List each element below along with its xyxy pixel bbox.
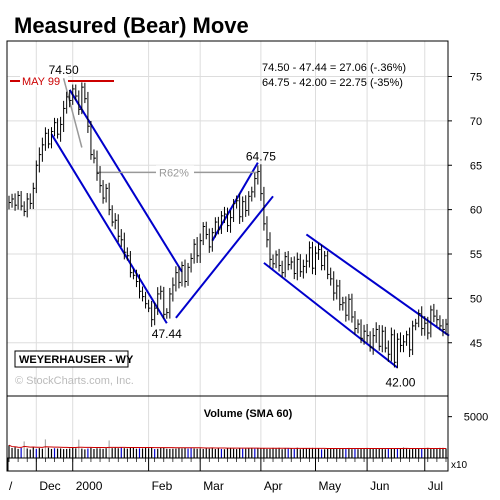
price-tick-label: 45 <box>470 338 482 350</box>
price-annotation: 47.44 <box>152 327 182 341</box>
watermark: © StockCharts.com, Inc. <box>15 375 134 387</box>
reference-levels: MAY 99 R62% <box>10 73 258 180</box>
time-axis: / Dec 2000 Feb Mar Apr May Jun Jul <box>7 458 447 493</box>
channel-line <box>211 162 259 242</box>
date-tick-label: May <box>319 479 342 493</box>
price-annotation: 74.50 <box>49 63 79 77</box>
price-bars <box>8 82 448 369</box>
date-tick-label: Feb <box>152 479 173 493</box>
price-annotation: 64.75 <box>246 149 276 163</box>
note-1: 74.50 - 47.44 = 27.06 (-.36%) <box>262 62 406 74</box>
retracement-label: R62% <box>159 167 189 179</box>
ticker-label: WEYERHAUSER - WY <box>19 354 134 366</box>
price-tick-label: 65 <box>470 160 482 172</box>
price-annotations: 74.50 64.75 47.44 42.00 <box>49 63 416 389</box>
may99-label: MAY 99 <box>22 76 60 88</box>
channel-line <box>175 195 274 319</box>
date-tick-label: Apr <box>264 479 283 493</box>
date-tick-label: Jun <box>370 479 389 493</box>
date-tick-label: / <box>9 479 13 493</box>
volume-multiplier: x10 <box>451 460 468 471</box>
calculation-notes: 74.50 - 47.44 = 27.06 (-.36%) 64.75 - 42… <box>262 62 406 89</box>
price-annotation: 42.00 <box>385 375 415 389</box>
chart-title: Measured (Bear) Move <box>14 13 249 38</box>
volume-tick-label: 5000 <box>464 412 488 424</box>
price-tick-label: 55 <box>470 249 482 261</box>
note-2: 64.75 - 42.00 = 22.75 (-35%) <box>262 77 403 89</box>
volume-label: Volume (SMA 60) <box>204 408 293 420</box>
date-tick-label: 2000 <box>76 479 103 493</box>
volume-axis: 5000 <box>448 412 488 424</box>
price-tick-label: 60 <box>470 205 482 217</box>
may99-label-bg <box>20 73 68 87</box>
date-strip-frame <box>6 457 449 472</box>
price-axis: 45 50 55 60 65 70 75 <box>448 72 482 350</box>
volume-bars <box>8 439 447 458</box>
channel-line <box>50 133 168 324</box>
volume-sma-line <box>8 444 447 449</box>
trend-channels <box>50 89 450 369</box>
retracement-connector <box>62 78 83 148</box>
date-tick-label: Mar <box>203 479 224 493</box>
channel-line <box>68 89 183 273</box>
retracement-label-bg <box>156 165 194 180</box>
ticker-box-frame <box>14 350 129 368</box>
price-tick-label: 50 <box>470 293 482 305</box>
ticker-box: WEYERHAUSER - WY <box>14 350 134 368</box>
price-tick-label: 75 <box>470 72 482 84</box>
date-tick-label: Jul <box>428 479 443 493</box>
channel-line <box>305 233 450 337</box>
channel-line <box>263 262 399 369</box>
date-tick-label: Dec <box>39 479 60 493</box>
price-tick-label: 70 <box>470 116 482 128</box>
